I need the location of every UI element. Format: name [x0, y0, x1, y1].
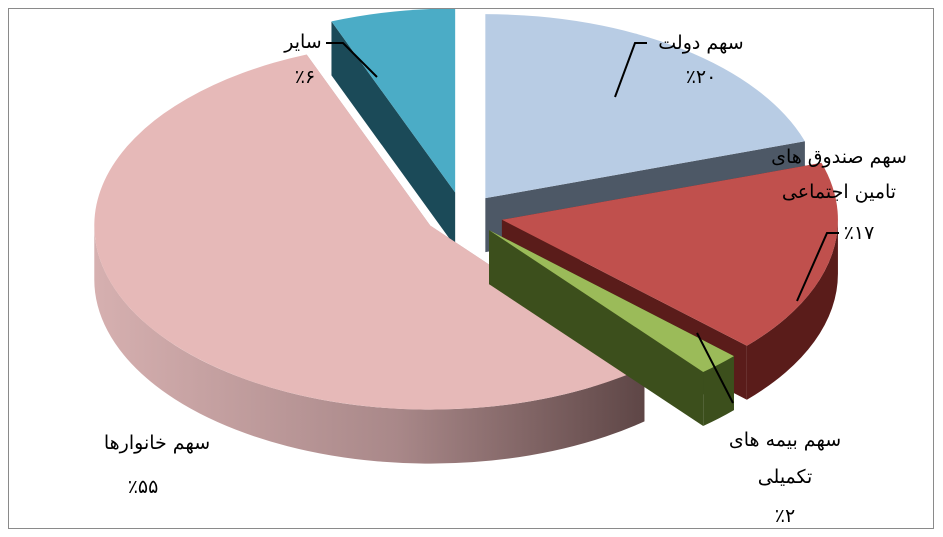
slice-label-government: سهم دولت: [658, 32, 743, 54]
slice-wall-supplementary-1: [489, 230, 704, 426]
slice-value-government: ٪۲۰: [686, 66, 717, 88]
slice-label-social-security-line2: تامین اجتماعی: [782, 181, 896, 203]
slice-side-supplementary-0: [703, 356, 734, 426]
slice-wall-other-0: [331, 21, 456, 247]
slice-label-other: سایر: [283, 31, 321, 53]
slice-label-supplementary-line2: تکمیلی: [758, 466, 813, 488]
slice-label-social-security-line1: سهم صندوق های: [771, 146, 907, 168]
pie-slice-other: [331, 9, 456, 247]
slice-value-social-security: ٪۱۷: [844, 222, 875, 244]
slice-label-households: سهم خانوارها: [104, 432, 210, 454]
pie-slice-households: [94, 54, 645, 464]
leader-line-supplementary: [696, 332, 734, 404]
slice-top-households: [94, 54, 645, 410]
pie-chart: سهم دولت ٪۲۰ سهم صندوق های تامین اجتماعی…: [94, 9, 907, 527]
slice-top-government: [485, 14, 805, 199]
slice-top-social-security: [501, 162, 838, 346]
slice-top-other: [331, 9, 456, 193]
leader-line-government: [614, 42, 647, 98]
slice-side-households-0: [94, 225, 645, 464]
slice-value-other: ٪۶: [295, 66, 315, 88]
slice-label-supplementary-line1: سهم بیمه های: [729, 429, 841, 451]
slice-value-households: ٪۵۵: [128, 476, 159, 498]
chart-frame: سهم دولت ٪۲۰ سهم صندوق های تامین اجتماعی…: [8, 8, 934, 529]
slice-value-supplementary: ٪۲: [775, 505, 795, 527]
leader-line-social-security: [796, 232, 839, 302]
leader-line-other: [326, 42, 378, 78]
pie-slice-supplementary: [489, 230, 734, 426]
slice-side-social-security-0: [746, 219, 838, 400]
slice-top-supplementary: [489, 230, 734, 372]
